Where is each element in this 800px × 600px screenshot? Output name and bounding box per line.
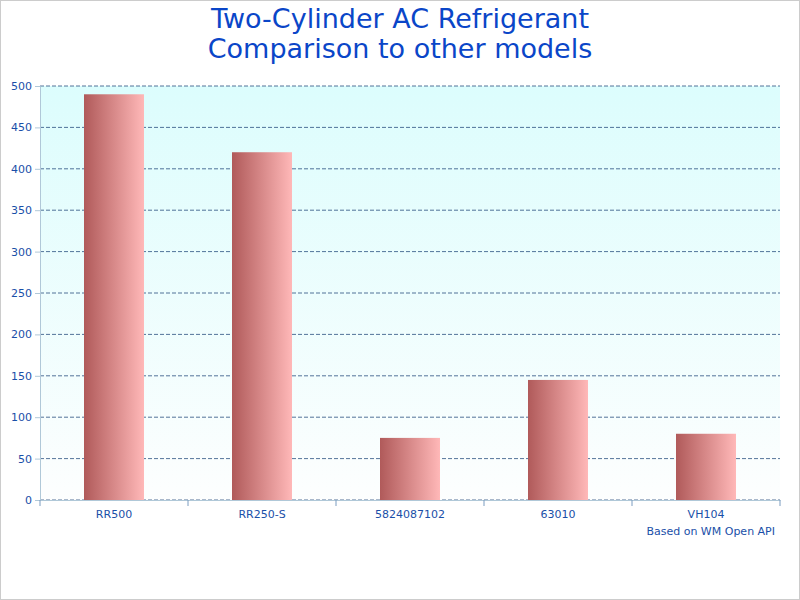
grid-line <box>40 210 780 211</box>
category-separator <box>40 500 41 506</box>
grid-line <box>40 375 780 376</box>
y-tick-mark <box>35 210 40 211</box>
frame <box>1 1 800 600</box>
x-axis-line <box>41 500 781 501</box>
category-separator <box>336 500 337 506</box>
y-tick: 100 <box>11 411 40 424</box>
bar <box>380 438 440 500</box>
bars <box>84 94 736 500</box>
bar <box>676 434 736 500</box>
y-tick: 0 <box>25 494 40 507</box>
grid <box>40 86 780 500</box>
y-tick: 400 <box>11 163 40 176</box>
y-tick: 200 <box>11 328 40 341</box>
x-tick-label: RR500 <box>96 508 132 521</box>
plot-background <box>40 86 780 500</box>
category-separator <box>188 500 189 506</box>
y-tick-label: 150 <box>11 370 32 383</box>
x-tick-label: VH104 <box>688 508 725 521</box>
grid-line <box>40 86 780 87</box>
y-tick-label: 300 <box>11 246 32 259</box>
y-tick-mark <box>35 252 40 253</box>
bar <box>232 152 292 500</box>
y-tick-mark <box>35 293 40 294</box>
y-axis: 0 50 100 150 200 250 300 350 400 450 500 <box>11 80 41 507</box>
y-axis-line <box>40 87 41 501</box>
x-tick: RR250-S <box>238 500 285 521</box>
y-tick: 250 <box>11 287 40 300</box>
y-tick-label: 200 <box>11 328 32 341</box>
category-separator <box>632 500 633 506</box>
y-tick-mark <box>35 334 40 335</box>
category-separator <box>780 500 781 506</box>
grid-line <box>40 251 780 252</box>
y-tick-label: 400 <box>11 163 32 176</box>
grid-line <box>40 127 780 128</box>
y-tick-mark <box>35 376 40 377</box>
chart: Two-Cylinder AC RefrigerantComparison to… <box>0 0 800 600</box>
y-tick-label: 50 <box>18 453 32 466</box>
x-tick-label: RR250-S <box>238 508 285 521</box>
x-tick-label: 63010 <box>541 508 576 521</box>
y-tick-label: 250 <box>11 287 32 300</box>
y-tick-label: 100 <box>11 411 32 424</box>
y-tick: 500 <box>11 80 40 93</box>
y-tick: 300 <box>11 246 40 259</box>
y-tick: 450 <box>11 121 40 134</box>
x-tick: 5824087102 <box>375 500 445 521</box>
y-tick: 350 <box>11 204 40 217</box>
y-tick-label: 450 <box>11 121 32 134</box>
bar <box>528 380 588 500</box>
y-tick-label: 0 <box>25 494 32 507</box>
y-tick-mark <box>35 127 40 128</box>
y-tick-mark <box>35 500 40 501</box>
x-tick: VH104 <box>688 500 725 521</box>
y-tick-mark <box>35 86 40 87</box>
annotation: Based on WM Open API <box>646 525 775 538</box>
grid-line <box>40 334 780 335</box>
category-separator <box>484 500 485 506</box>
x-axis: RR500 RR250-S 5824087102 63010 VH104 <box>40 500 781 521</box>
plot: 0 50 100 150 200 250 300 350 400 450 500 RR500 RR250… <box>11 80 781 521</box>
x-tick: RR500 <box>96 500 132 521</box>
x-tick-label: 5824087102 <box>375 508 445 521</box>
y-tick: 150 <box>11 370 40 383</box>
category-separators <box>40 500 780 506</box>
y-tick-label: 500 <box>11 80 32 93</box>
grid-line <box>40 293 780 294</box>
bar <box>84 94 144 500</box>
y-tick: 50 <box>18 453 40 466</box>
y-tick-mark <box>35 169 40 170</box>
y-tick-mark <box>35 417 40 418</box>
title: Two-Cylinder AC RefrigerantComparison to… <box>208 3 593 64</box>
y-tick-label: 350 <box>11 204 32 217</box>
grid-line <box>40 417 780 418</box>
grid-line <box>40 168 780 169</box>
x-tick: 63010 <box>541 500 576 521</box>
y-tick-mark <box>35 459 40 460</box>
